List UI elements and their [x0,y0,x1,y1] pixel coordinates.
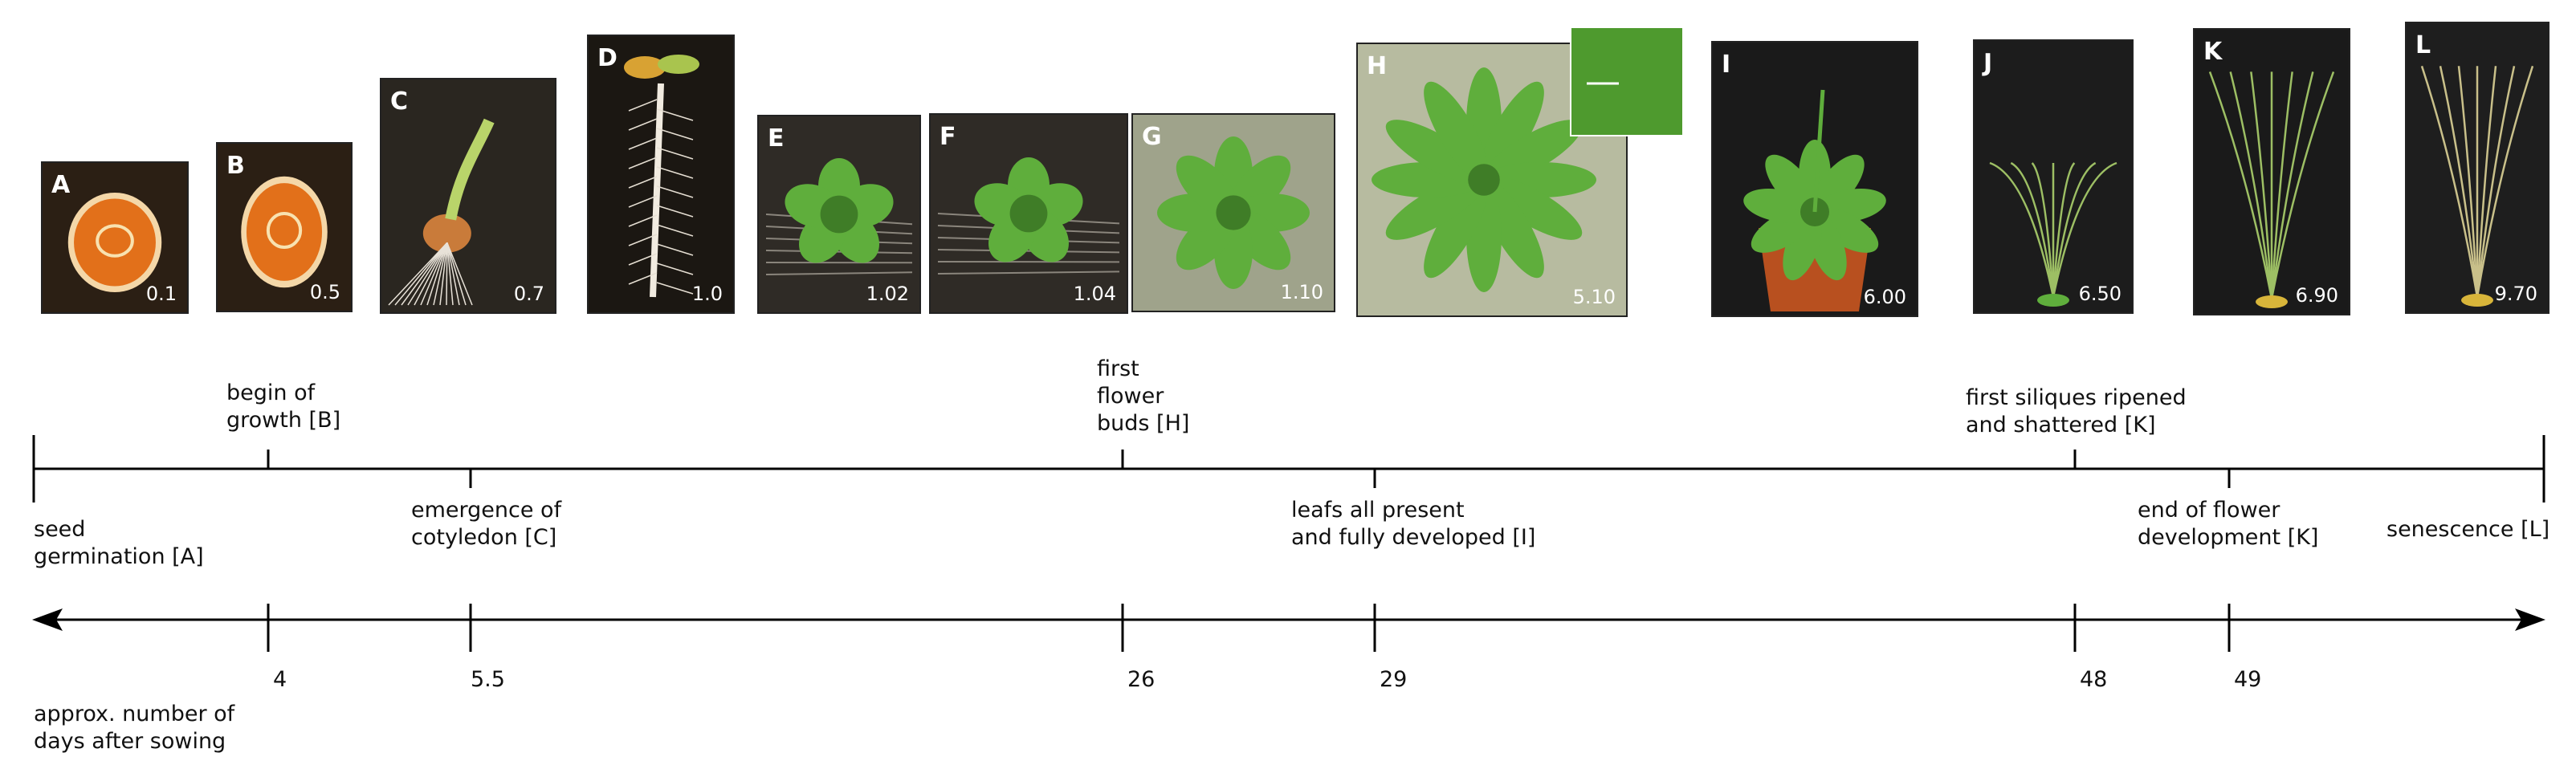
plant-illustration [937,157,1120,275]
stage-code: 9.70 [2495,283,2537,305]
stage-panel-a: A 0.1 [41,161,189,314]
plant-illustration [67,192,162,293]
stage-code: 6.00 [1864,286,1906,308]
plant-illustration [624,55,699,298]
panel-letter: G [1142,123,1162,151]
panel-letter: H [1367,52,1387,80]
stage-panel-j: J 6.50 [1973,39,2134,314]
panel-letter: L [2415,31,2431,59]
plant-illustration [1372,26,1684,292]
panel-letter: A [51,171,71,199]
day-tick-label: 29 [1380,667,1407,692]
arrow-left-icon [32,608,63,631]
bud-inset [1570,26,1684,136]
stage-panel-g: G 1.10 [1131,113,1335,312]
stage-code: 6.50 [2079,283,2122,305]
stage-code: 0.1 [146,283,177,305]
stage-code: 1.04 [1074,283,1116,305]
day-tick-label: 49 [2234,667,2261,692]
plant-illustration [2208,71,2335,308]
panel-letter: I [1722,51,1730,79]
stage-label-below: senescence [L] [2386,517,2550,542]
panel-letter: F [940,123,956,151]
stage-label-above: first flower buds [H] [1097,356,1189,436]
panel-letter: E [768,124,785,153]
stage-panel-k: K 6.90 [2193,28,2350,315]
stage-code: 0.7 [514,283,544,305]
stage-code: 0.5 [310,281,340,303]
stage-panel-b: B 0.5 [216,142,353,312]
stage-code: 1.02 [866,283,909,305]
stage-code: 6.90 [2296,284,2338,307]
panel-letter: D [597,44,618,72]
day-tick-label: 26 [1127,667,1155,692]
stage-label-below: seed germination [A] [34,517,204,569]
stage-code: 1.10 [1281,281,1323,303]
panel-letter: B [226,152,245,180]
stage-timeline [32,435,2545,502]
plant-illustration [1743,89,1886,311]
stage-panel-h: H 5.10 [1356,26,1684,317]
stage-panel-i: I 6.00 [1711,41,1918,317]
stage-panel-l: L 9.70 [2405,22,2550,314]
plant-illustration [2420,65,2534,307]
stage-label-below: end of flower development [K] [2138,498,2318,550]
stage-code: 1.0 [692,283,723,305]
stage-panel-d: D 1.0 [587,35,735,314]
panel-letter: C [390,87,408,116]
stage-label-above: first siliques ripened and shattered [K] [1966,385,2187,437]
photo-frame [380,78,556,314]
photo-frame [587,35,735,314]
stage-label-above: begin of growth [B] [226,380,340,433]
stage-label-below: leafs all present and fully developed [I] [1291,498,1535,550]
stage-label-below: emergence of cotyledon [C] [411,498,563,550]
stage-panel-f: F 1.04 [929,113,1128,314]
plant-illustration [765,158,913,275]
days-axis: 4 5.5 26 29 48 49 [32,604,2545,692]
plant-illustration [1157,136,1310,289]
stage-panel-e: E 1.02 [757,115,921,314]
day-tick-label: 48 [2080,667,2107,692]
panel-letter: K [2203,38,2223,66]
stage-panel-c: C 0.7 [380,78,556,314]
stage-code: 5.10 [1573,286,1616,308]
day-tick-label: 5.5 [471,667,505,692]
days-axis-caption: approx. number of days after sowing [34,702,236,754]
plant-illustration [241,176,328,288]
plant-illustration [388,118,495,306]
plant-illustration [1989,161,2117,307]
arrow-right-icon [2515,608,2545,631]
panel-letter: J [1982,49,1992,77]
day-tick-label: 4 [273,667,287,692]
